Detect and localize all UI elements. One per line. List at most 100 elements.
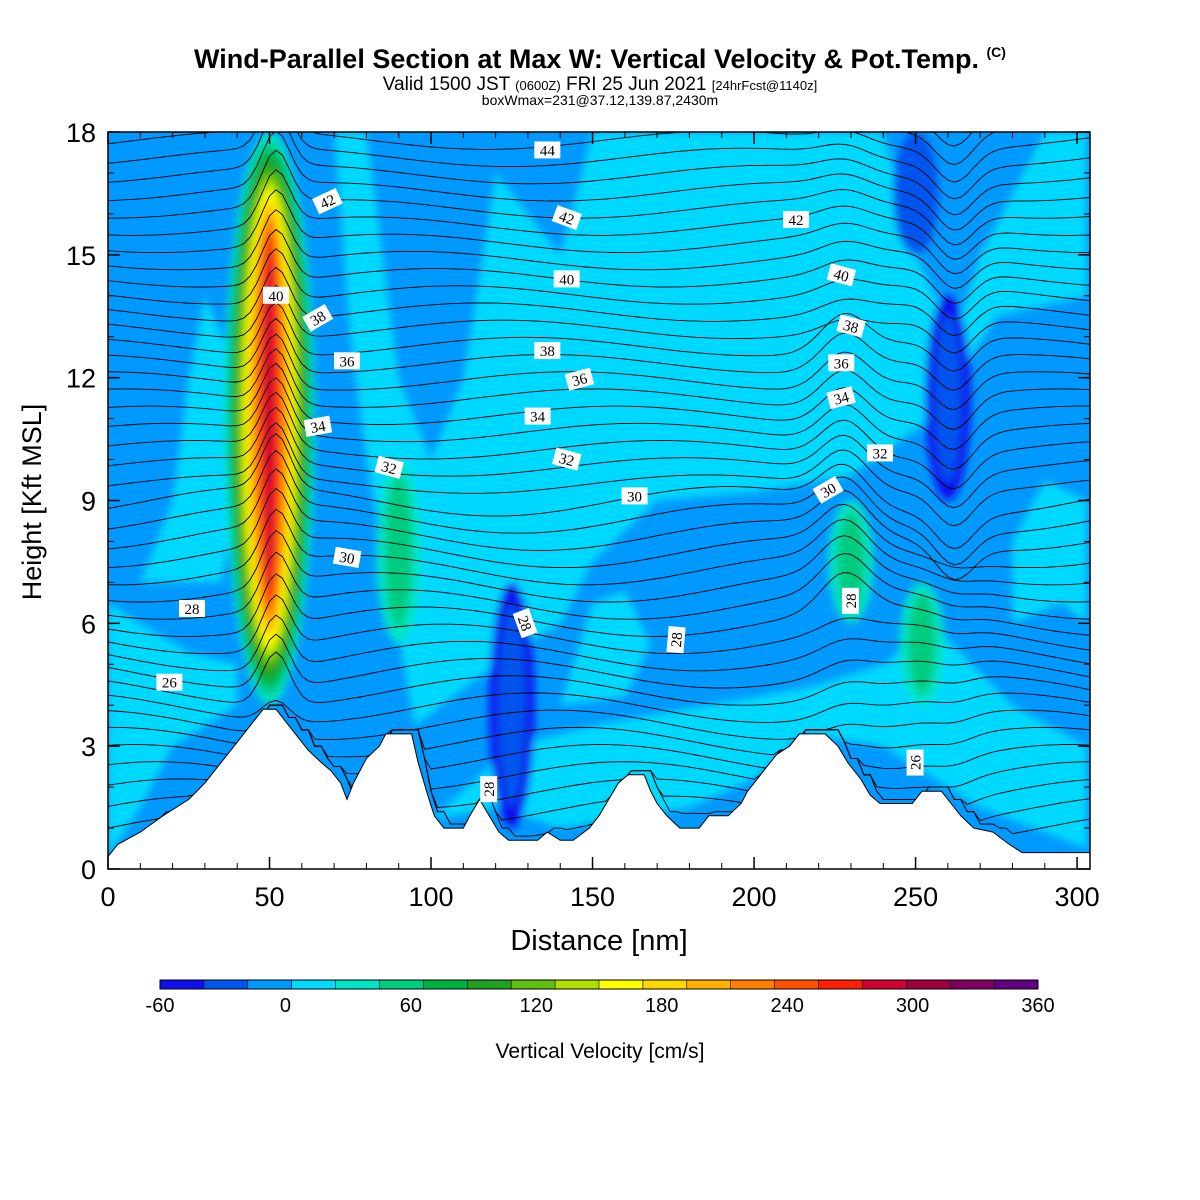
y-tick-label: 15 [66,241,96,271]
theta-label-text: 26 [909,755,925,771]
theta-contour-line [108,301,1090,372]
theta-contour-line [108,488,1090,569]
theta-contour-line [108,433,1090,550]
theta-label-text: 30 [818,480,839,501]
theta-label-box [374,455,404,479]
theta-label-box [828,354,855,372]
theta-contour-line [108,572,1090,637]
theta-contour-line [436,132,997,165]
theta-label-box [564,367,595,391]
theta-label: 38 [836,314,866,338]
theta-label-text: 34 [832,389,851,408]
colorbar-swatch [291,980,337,989]
theta-label-box [156,673,183,691]
theta-contour-line [108,449,1090,566]
theta-contour-line [108,614,1090,672]
colorbar-swatch [203,980,249,989]
theta-label: 38 [302,304,334,332]
theta-contour-line [108,209,1090,289]
theta-label-text: 42 [318,192,338,213]
theta-label-box [312,187,343,215]
theta-label-text: 30 [627,489,642,505]
copyright-mark: (C) [986,44,1006,60]
theta-label-text: 42 [789,213,804,229]
theta-label-box [552,447,582,471]
colorbar-swatch [423,980,468,989]
w-region [1012,480,1087,624]
theta-contour-line [108,551,1090,620]
theta-label-text: 36 [571,371,590,390]
x-tick-label: 250 [893,882,938,912]
theta-label: 42 [312,187,343,215]
w-contour-band [892,132,939,255]
theta-label-text: 38 [841,318,860,337]
terrain [107,708,1091,870]
theta-label: 42 [783,211,810,229]
theta-contour-line [108,651,1090,706]
theta-label-text: 30 [338,550,356,568]
theta-label-text: 34 [530,410,546,426]
theta-label: 28 [178,600,205,618]
theta-contour-line [108,594,1090,655]
theta-label: 40 [553,270,580,288]
theta-contour-line [108,132,1090,200]
colorbar-tick-label: 360 [1021,995,1054,1017]
theta-label-text: 40 [268,289,283,305]
colorbar-swatch [467,980,512,989]
colorbar-swatch [379,980,424,989]
theta-label: 42 [551,205,582,230]
w-region [140,295,238,583]
theta-contour-labels: 44 42 42 42 40 40 40 38 38 38 36 36 36 34 34 34 32 32 32 30… [156,141,925,803]
theta-label-text: 28 [844,593,860,608]
vertical-velocity-field [108,132,1087,857]
colorbar-swatch [642,980,688,989]
theta-label-text: 36 [834,356,850,372]
theta-label: 34 [524,407,551,426]
forecast-info: [24hrFcst@1140z] [711,78,818,93]
theta-label: 30 [621,487,648,505]
theta-label: 36 [334,352,361,370]
theta-contour-line [108,468,1090,581]
theta-label-box [841,587,859,614]
chart-title-text: Wind-Parallel Section at Max W: Vertical… [194,44,979,74]
theta-label: 38 [534,342,561,360]
valid-utc: (0600Z) [515,78,561,93]
theta-label-box [332,546,362,568]
theta-label: 34 [826,386,856,410]
theta-label-box [534,342,561,360]
theta-label-text: 28 [184,602,199,618]
colorbar-swatch [599,980,644,989]
chart-subtitle: Valid 1500 JST (0600Z) FRI 25 Jun 2021 [… [0,74,1200,96]
theta-label: 32 [552,447,582,471]
theta-label-box [783,211,810,229]
theta-label-text: 32 [557,451,576,470]
theta-contour-line [108,132,1090,183]
theta-label-box [906,749,924,776]
theta-label-text: 28 [482,782,498,797]
theta-label-text: 28 [514,614,534,634]
theta-contour-line [108,132,1090,216]
theta-contour-line [108,248,1090,320]
theta-label-text: 36 [340,354,356,370]
w-contour-band [837,511,865,613]
theta-label-box [534,141,561,159]
colorbar-tick-label: 120 [520,995,553,1017]
theta-contour-line [108,317,1090,391]
colorbar-tick-label: 0 [280,995,291,1017]
colorbar-swatch [994,980,1039,989]
colorbar-tick-label: 60 [400,995,422,1017]
theta-contour-line [108,149,1090,246]
theta-label: 36 [564,367,595,391]
colorbar-swatch [906,980,951,989]
y-tick-label: 3 [81,732,96,762]
theta-contour-line [108,692,1090,723]
theta-label: 28 [666,625,686,654]
theta-label-box [262,286,289,304]
theta-label-text: 44 [540,143,556,159]
theta-contour-line [108,406,1090,509]
theta-label-box [512,608,538,639]
x-tick-label: 150 [570,882,615,912]
theta-contour-line [108,333,1090,411]
